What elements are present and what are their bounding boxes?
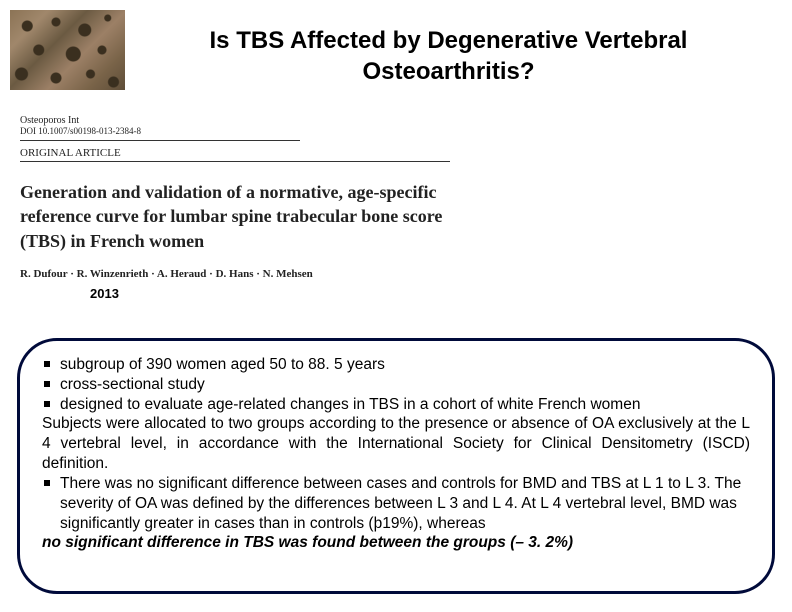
bullet-item: There was no significant difference betw… [42,474,750,533]
slide-title: Is TBS Affected by Degenerative Vertebra… [125,10,772,87]
body-paragraph: Subjects were allocated to two groups ac… [42,414,750,473]
journal-citation-block: Osteoporos Int DOI 10.1007/s00198-013-23… [20,115,450,301]
highlight-text: no significant difference in TBS was fou… [42,533,750,553]
journal-name: Osteoporos Int [20,115,450,126]
bullet-list-2: There was no significant difference betw… [42,474,750,533]
summary-bubble: subgroup of 390 women aged 50 to 88. 5 y… [17,338,775,594]
article-type: ORIGINAL ARTICLE [20,147,450,159]
paper-authors: R. Dufour · R. Winzenrieth · A. Heraud ·… [20,267,450,282]
paper-year: 2013 [90,286,450,301]
divider-top [20,140,300,141]
bullet-item: subgroup of 390 women aged 50 to 88. 5 y… [42,355,750,375]
bullet-item: cross‐sectional study [42,375,750,395]
bone-texture-image [10,10,125,90]
title-line-2: Osteoarthritis? [362,58,534,85]
paper-title: Generation and validation of a normative… [20,180,450,253]
bullet-item: designed to evaluate age‐related changes… [42,395,750,415]
divider-under-type [20,161,450,162]
bullet-list: subgroup of 390 women aged 50 to 88. 5 y… [42,355,750,414]
title-line-1: Is TBS Affected by Degenerative Vertebra… [210,27,688,54]
journal-doi: DOI 10.1007/s00198-013-2384-8 [20,126,450,138]
